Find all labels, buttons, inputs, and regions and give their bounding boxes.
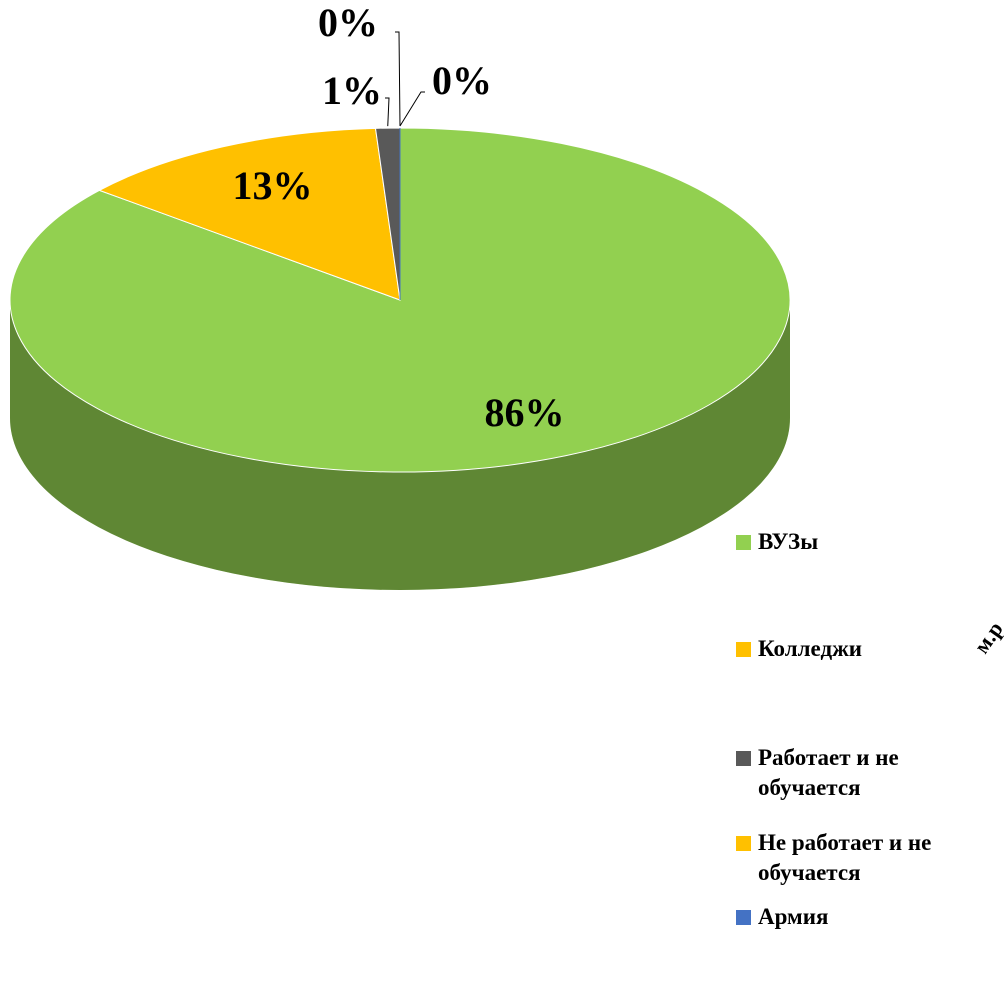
data-label: 1% (322, 68, 382, 113)
legend-swatch (736, 535, 751, 550)
legend-swatch (736, 642, 751, 657)
legend-item: Армия (736, 902, 986, 932)
legend-label: Армия (758, 904, 829, 929)
legend-swatch (736, 751, 751, 766)
data-label: 13% (233, 163, 313, 208)
leader-line (399, 91, 425, 127)
legend-label: Колледжи (758, 636, 863, 661)
leader-line (395, 31, 401, 127)
legend-item: ВУЗы (736, 527, 986, 557)
leader-line (385, 97, 390, 127)
legend-item: Работает и не обучается (736, 743, 986, 803)
legend-item: Колледжи (736, 634, 986, 664)
legend-item: Не работает и не обучается (736, 828, 986, 888)
legend-swatch (736, 836, 751, 851)
pie-slice (98, 127, 401, 301)
data-label: 0% (432, 58, 492, 103)
data-label: 0% (318, 0, 378, 45)
pie-side (10, 300, 790, 590)
data-label: 86% (485, 390, 565, 435)
legend-label: Работает и не обучается (758, 745, 899, 800)
legend-label: Не работает и не обучается (758, 830, 932, 885)
legend-label: ВУЗы (758, 529, 819, 554)
legend-swatch (736, 910, 751, 925)
pie-side-shade (10, 300, 790, 590)
